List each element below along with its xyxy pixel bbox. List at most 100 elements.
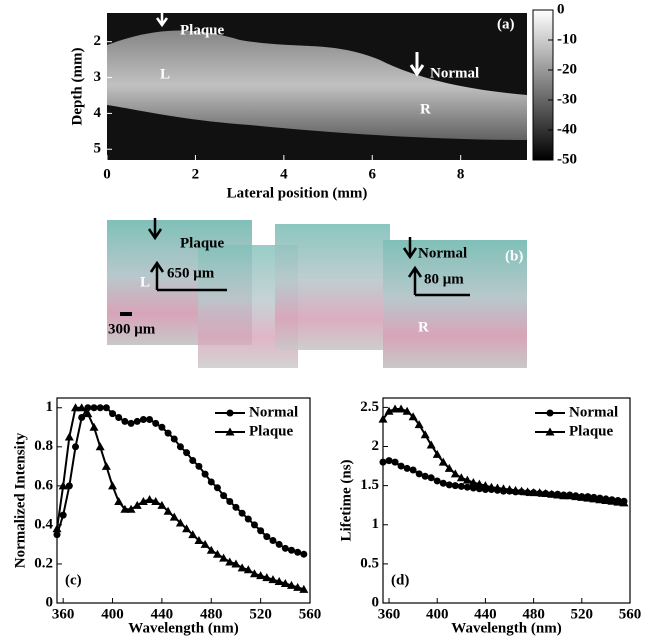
marker xyxy=(280,578,290,587)
marker xyxy=(553,490,563,499)
x-tick-label: 560 xyxy=(299,606,322,622)
x-tick-label: 520 xyxy=(571,606,594,622)
marker xyxy=(250,521,258,529)
marker xyxy=(212,549,222,558)
y-tick-label: 0.4 xyxy=(34,516,53,532)
marker xyxy=(287,546,295,554)
y-tick-label: 1 xyxy=(372,516,380,532)
arrow xyxy=(147,218,163,241)
marker xyxy=(486,482,496,491)
y-tick-label: 1 xyxy=(46,399,54,415)
marker xyxy=(432,449,442,458)
marker xyxy=(390,404,400,413)
marker xyxy=(559,491,569,500)
marker xyxy=(523,487,533,496)
histology-image xyxy=(275,224,390,350)
marker xyxy=(619,498,629,507)
marker xyxy=(457,482,465,490)
marker xyxy=(589,494,599,503)
colorbar xyxy=(532,9,554,161)
y-axis-label: Lifetime (ns) xyxy=(338,459,354,541)
tissue-band xyxy=(107,30,527,140)
x-tick-label: 360 xyxy=(52,606,75,622)
colorbar-tick-label: -50 xyxy=(557,151,577,167)
colorbar-tick-label: 0 xyxy=(557,1,565,17)
marker xyxy=(114,496,124,505)
marker xyxy=(213,484,221,492)
marker xyxy=(379,458,387,466)
marker xyxy=(220,492,228,500)
marker xyxy=(268,575,278,584)
marker xyxy=(294,548,302,556)
colorbar-tick-label: -40 xyxy=(557,121,577,137)
marker xyxy=(183,449,191,457)
marker xyxy=(89,422,99,431)
marker xyxy=(402,406,412,415)
marker xyxy=(378,414,388,423)
marker xyxy=(189,456,197,464)
y-axis-label: Depth (mm) xyxy=(69,48,85,126)
marker xyxy=(541,488,551,497)
colorbar-tick-label: -20 xyxy=(557,61,577,77)
marker xyxy=(595,495,605,504)
legend-label: Plaque xyxy=(249,423,294,439)
marker xyxy=(164,429,172,437)
marker xyxy=(275,540,283,548)
marker xyxy=(439,479,447,487)
marker xyxy=(450,469,460,478)
marker xyxy=(421,472,429,480)
scale-bar xyxy=(120,312,132,316)
histology-image xyxy=(383,240,527,368)
marker xyxy=(427,474,435,482)
annotation: R xyxy=(418,319,429,335)
marker xyxy=(577,492,587,501)
annotation: Normal xyxy=(430,65,479,81)
marker xyxy=(225,557,235,566)
marker xyxy=(237,563,247,572)
marker xyxy=(72,443,80,451)
marker xyxy=(299,584,309,593)
marker xyxy=(64,432,74,441)
marker xyxy=(511,485,521,494)
marker xyxy=(158,423,166,431)
marker xyxy=(195,462,203,470)
marker xyxy=(78,414,86,422)
marker xyxy=(492,483,502,492)
marker xyxy=(474,479,484,488)
annotation: 300 μm xyxy=(108,321,156,337)
marker xyxy=(96,404,104,412)
x-axis-label: Wavelength (nm) xyxy=(128,620,238,636)
marker xyxy=(52,524,62,533)
marker xyxy=(151,496,161,505)
colorbar-tick-label: -10 xyxy=(557,31,577,47)
marker xyxy=(115,414,123,422)
arrow xyxy=(409,52,425,77)
scale-marker xyxy=(407,265,470,297)
marker xyxy=(53,531,61,539)
y-tick-label: 1.5 xyxy=(360,477,379,493)
legend-label: Plaque xyxy=(569,423,614,439)
legend-label: Normal xyxy=(569,404,618,420)
y-tick-label: 0.8 xyxy=(34,438,53,454)
marker xyxy=(121,417,129,425)
marker xyxy=(438,457,448,466)
marker xyxy=(226,497,234,505)
marker xyxy=(175,518,185,527)
annotation: 650 μm xyxy=(167,265,215,281)
x-tick-label: 360 xyxy=(378,606,401,622)
marker xyxy=(469,484,477,492)
annotation: (b) xyxy=(505,248,523,264)
marker xyxy=(445,481,453,489)
y-tick-label: 0.2 xyxy=(34,555,53,571)
marker xyxy=(281,544,289,552)
colorbar-tick-label: -30 xyxy=(557,91,577,107)
annotation: R xyxy=(420,101,431,117)
marker xyxy=(132,500,142,509)
marker xyxy=(71,403,81,412)
marker xyxy=(133,417,141,425)
marker xyxy=(293,582,303,591)
x-tick-label: 6 xyxy=(369,166,377,182)
annotation: Plaque xyxy=(180,235,225,251)
marker xyxy=(226,409,234,417)
x-axis-label: Lateral position (mm) xyxy=(227,185,368,201)
